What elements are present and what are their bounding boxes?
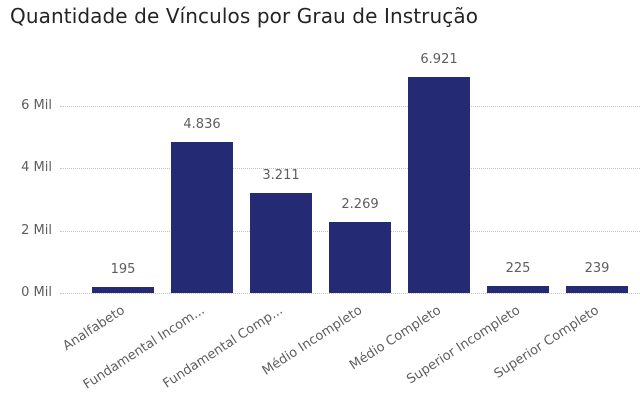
bar-analfabeto[interactable] <box>92 287 154 293</box>
data-label: 225 <box>505 261 531 276</box>
gridline-6000 <box>60 106 640 107</box>
data-label: 3.211 <box>262 168 300 183</box>
bar-medio-completo[interactable] <box>408 77 470 293</box>
gridline-0 <box>60 293 640 294</box>
gridline-4000 <box>60 168 640 169</box>
bar-superior-completo[interactable] <box>566 286 628 293</box>
data-label: 195 <box>110 262 136 277</box>
y-tick-label: 0 Mil <box>21 285 52 300</box>
data-label: 4.836 <box>183 117 221 132</box>
data-label: 2.269 <box>341 197 379 212</box>
y-tick-label: 6 Mil <box>21 98 52 113</box>
x-tick-label: Analfabeto <box>60 303 129 355</box>
y-tick-label: 2 Mil <box>21 223 52 238</box>
y-tick-label: 4 Mil <box>21 160 52 175</box>
data-label: 239 <box>584 261 610 276</box>
bar-fundamental-incompleto[interactable] <box>171 142 233 293</box>
chart-title: Quantidade de Vínculos por Grau de Instr… <box>10 4 479 28</box>
bar-superior-incompleto[interactable] <box>487 286 549 293</box>
bar-medio-incompleto[interactable] <box>329 222 391 293</box>
bar-fundamental-completo[interactable] <box>250 193 312 293</box>
data-label: 6.921 <box>420 52 458 67</box>
